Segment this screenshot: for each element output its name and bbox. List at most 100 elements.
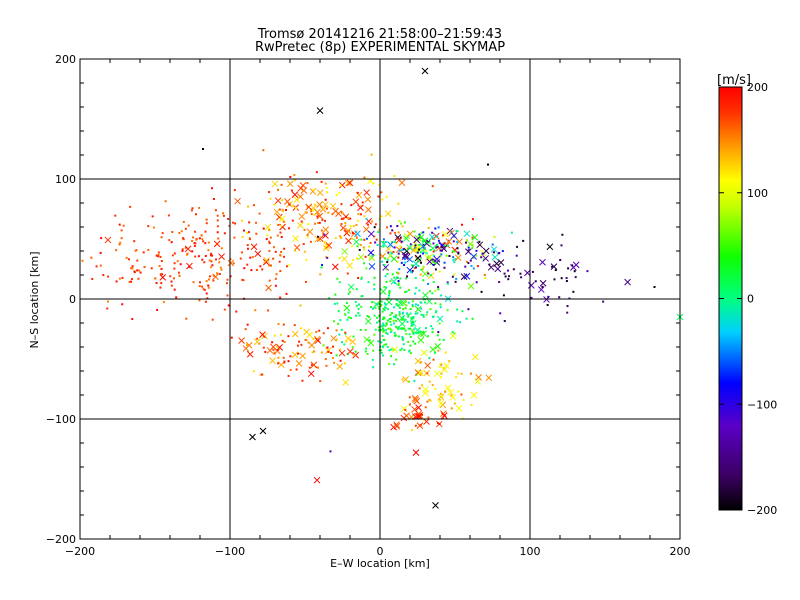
scatter-dot-point <box>247 205 250 208</box>
scatter-dot-point <box>462 417 465 420</box>
scatter-cross-point <box>242 345 250 352</box>
scatter-dot-point <box>460 223 463 226</box>
scatter-dot-point <box>161 273 164 276</box>
scatter-dot-point <box>374 306 377 309</box>
scatter-dot-point <box>349 225 352 228</box>
scatter-dot-point <box>390 348 393 351</box>
scatter-cross-point <box>426 253 434 261</box>
scatter-dot-point <box>374 241 377 244</box>
scatter-dot-point <box>429 308 432 311</box>
scatter-dot-point <box>381 345 384 348</box>
scatter-dot-point <box>102 274 105 277</box>
scatter-cross-point <box>265 284 272 292</box>
scatter-dot-point <box>365 267 368 270</box>
scatter-cross-point <box>338 349 346 357</box>
colorbar-tick-layer: −200 −100 0 100 200 <box>718 81 777 517</box>
scatter-dot-point <box>394 314 397 317</box>
scatter-cross-point <box>414 357 422 365</box>
scatter-dot-point <box>420 268 423 271</box>
scatter-dot-point <box>420 307 423 310</box>
scatter-dot-point <box>565 280 568 283</box>
scatter-dot-point <box>387 308 390 311</box>
scatter-dot-point <box>246 244 249 247</box>
scatter-dot-point <box>90 256 93 259</box>
scatter-dot-point <box>99 264 102 267</box>
scatter-cross-point <box>412 396 420 403</box>
scatter-cross-point <box>414 254 422 262</box>
scatter-dot-point <box>381 334 384 337</box>
scatter-dot-point <box>411 429 414 432</box>
scatter-dot-point <box>281 208 284 211</box>
scatter-dot-point <box>106 300 109 303</box>
scatter-dot-point <box>434 302 437 305</box>
scatter-cross-point <box>380 240 388 248</box>
scatter-cross-point <box>266 347 274 354</box>
scatter-dot-point <box>457 390 460 393</box>
scatter-dot-point <box>283 360 286 363</box>
scatter-dot-point <box>118 223 121 226</box>
scatter-dot-point <box>510 231 513 234</box>
scatter-dot-point <box>340 236 343 239</box>
scatter-dot-point <box>157 255 160 258</box>
scatter-dot-point <box>418 289 421 292</box>
scatter-dot-point <box>115 249 118 252</box>
scatter-dot-point <box>252 204 255 207</box>
colorbar-tick-label: 100 <box>747 187 768 200</box>
scatter-dot-point <box>216 214 219 217</box>
scatter-dot-point <box>443 244 446 247</box>
scatter-points-layer <box>81 67 684 509</box>
scatter-dot-point <box>415 286 418 289</box>
scatter-cross-point <box>415 404 422 411</box>
scatter-dot-point <box>397 284 400 287</box>
scatter-dot-point <box>185 253 188 256</box>
scatter-dot-point <box>305 339 308 342</box>
scatter-dot-point <box>393 315 396 318</box>
scatter-dot-point <box>329 450 332 453</box>
scatter-cross-point <box>397 299 404 307</box>
scatter-cross-point <box>274 197 282 205</box>
scatter-dot-point <box>399 286 402 289</box>
scatter-dot-point <box>439 303 442 306</box>
y-tick-label: −200 <box>46 533 76 546</box>
scatter-dot-point <box>302 243 305 246</box>
scatter-dot-point <box>388 292 391 295</box>
scatter-dot-point <box>322 208 325 211</box>
scatter-dot-point <box>331 213 334 216</box>
scatter-dot-point <box>388 349 391 352</box>
scatter-dot-point <box>214 209 217 212</box>
scatter-dot-point <box>346 301 349 304</box>
scatter-dot-point <box>363 262 366 265</box>
scatter-dot-point <box>360 295 363 298</box>
scatter-dot-point <box>559 259 562 262</box>
scatter-dot-point <box>431 292 434 295</box>
scatter-dot-point <box>246 263 249 266</box>
scatter-dot-point <box>561 233 564 236</box>
scatter-dot-point <box>432 254 435 257</box>
scatter-dot-point <box>464 265 467 268</box>
scatter-cross-point <box>331 263 339 271</box>
scatter-dot-point <box>406 275 409 278</box>
scatter-dot-point <box>530 296 533 299</box>
scatter-dot-point <box>396 327 399 330</box>
scatter-dot-point <box>130 267 133 270</box>
scatter-dot-point <box>467 262 470 265</box>
scatter-dot-point <box>416 251 419 254</box>
scatter-cross-point <box>402 376 409 383</box>
scatter-cross-point <box>329 202 337 210</box>
scatter-cross-point <box>421 270 429 278</box>
scatter-dot-point <box>432 250 435 253</box>
scatter-dot-point <box>268 279 271 282</box>
scatter-dot-point <box>453 273 456 276</box>
scatter-dot-point <box>157 253 160 256</box>
scatter-dot-point <box>453 250 456 253</box>
scatter-dot-point <box>451 250 454 253</box>
scatter-dot-point <box>139 271 142 274</box>
scatter-dot-point <box>277 362 280 365</box>
scatter-dot-point <box>335 329 338 332</box>
scatter-cross-point <box>416 369 424 377</box>
scatter-dot-point <box>370 153 373 156</box>
scatter-dot-point <box>454 258 457 261</box>
scatter-dot-point <box>397 252 400 255</box>
scatter-dot-point <box>369 306 372 309</box>
scatter-cross-point <box>464 248 472 255</box>
